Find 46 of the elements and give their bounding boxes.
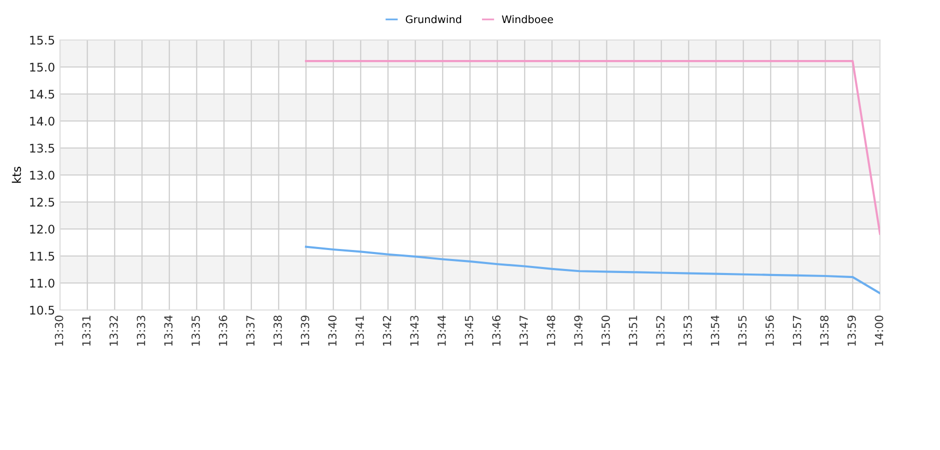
x-tick-label: 13:50 <box>601 316 610 346</box>
y-tick-label: 14.5 <box>30 90 54 99</box>
x-tick-label: 13:37 <box>246 316 255 346</box>
y-tick-label: 14.0 <box>30 116 54 126</box>
x-tick-label: 13:57 <box>792 316 802 346</box>
x-tick-label: 13:55 <box>738 316 747 346</box>
y-tick-label: 13.0 <box>30 170 54 180</box>
y-tick-label: 12.5 <box>30 198 54 207</box>
x-tick-label: 13:44 <box>437 315 446 346</box>
y-tick-label: 13.5 <box>30 144 54 153</box>
x-tick-label: 13:40 <box>328 316 337 346</box>
x-tick-label: 13:41 <box>355 316 364 346</box>
y-tick-label: 11.0 <box>30 278 54 288</box>
x-tick-label: 13:52 <box>656 316 665 346</box>
x-tick-label: 13:59 <box>847 316 856 346</box>
x-tick-label: 13:34 <box>164 315 173 346</box>
legend-label: Grundwind <box>406 15 462 24</box>
x-tick-label: 13:47 <box>519 316 528 346</box>
x-tick-label: 13:51 <box>628 316 638 346</box>
x-tick-label: 13:42 <box>382 316 392 346</box>
x-tick-label: 13:33 <box>136 316 146 346</box>
y-axis-title: kts <box>12 166 22 183</box>
x-tick-label: 13:49 <box>574 316 583 346</box>
x-tick-label: 13:32 <box>109 316 118 346</box>
x-tick-label: 13:48 <box>546 316 556 346</box>
x-tick-label: 14:00 <box>874 316 884 346</box>
x-tick-label: 13:54 <box>710 315 720 346</box>
x-tick-label: 13:46 <box>492 316 501 346</box>
x-tick-label: 13:56 <box>765 316 774 346</box>
y-tick-label: 15.0 <box>30 62 54 72</box>
y-tick-label: 10.5 <box>30 306 54 315</box>
y-tick-label: 11.5 <box>30 252 54 261</box>
x-tick-label: 13:58 <box>820 316 829 346</box>
legend-label: Windboee <box>502 15 553 24</box>
x-tick-label: 13:30 <box>54 316 64 346</box>
x-tick-label: 13:36 <box>218 316 228 346</box>
x-tick-label: 13:35 <box>191 316 200 346</box>
x-tick-label: 13:43 <box>410 316 419 346</box>
x-tick-label: 13:39 <box>300 316 310 346</box>
x-tick-label: 13:31 <box>82 316 91 346</box>
x-tick-label: 13:53 <box>683 316 692 346</box>
y-tick-label: 15.5 <box>30 36 54 45</box>
line-series <box>304 246 880 294</box>
x-tick-label: 13:38 <box>273 316 282 346</box>
x-tick-label: 13:45 <box>464 316 474 346</box>
y-tick-label: 12.0 <box>30 224 54 234</box>
